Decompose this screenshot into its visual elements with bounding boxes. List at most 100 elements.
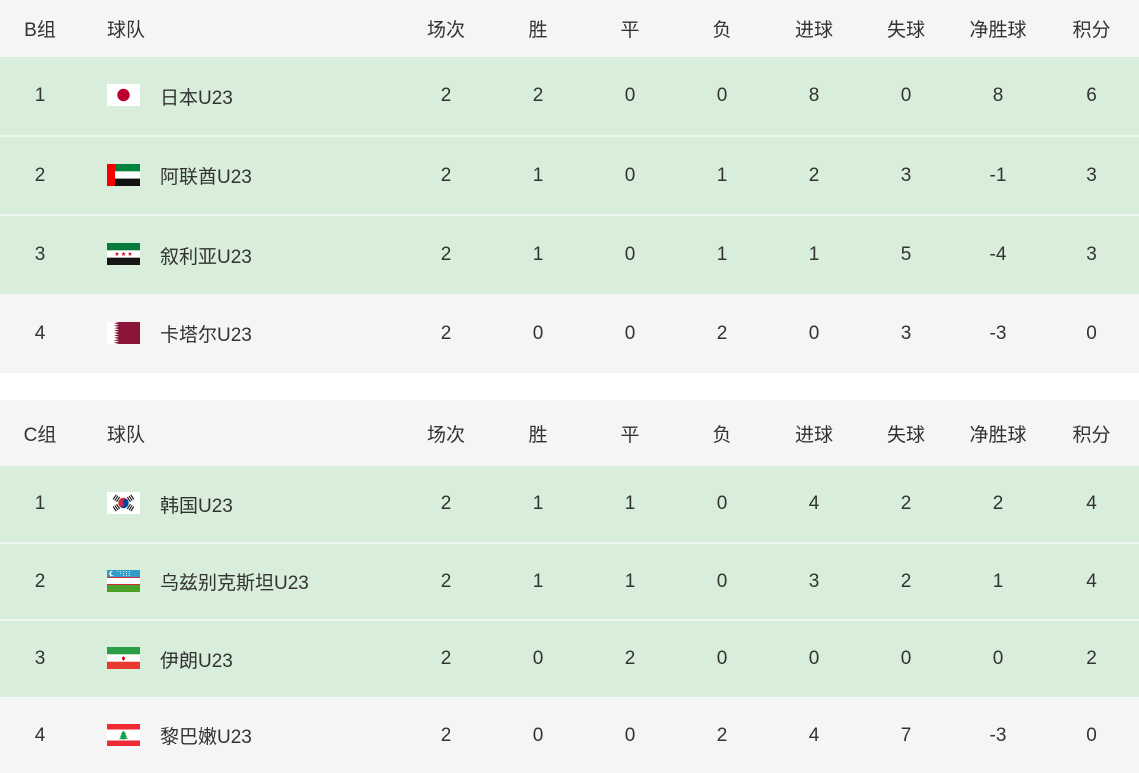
wins-cell: 1 — [492, 542, 584, 620]
goals-for-cell: 3 — [768, 542, 860, 620]
goal-diff-cell: -4 — [952, 214, 1044, 294]
table-row-lebanon: 4 黎巴嫩U23 2 0 0 2 4 7 -3 0 — [0, 697, 1139, 773]
group-c-standings-table: C组 球队 场次 胜 平 负 进球 失球 净胜球 积分 1 韩国U23 2 1 — [0, 400, 1139, 773]
group-c-header-row: C组 球队 场次 胜 平 负 进球 失球 净胜球 积分 — [0, 400, 1139, 466]
goals-for-cell: 4 — [808, 724, 820, 746]
team-cell: 韩国U23 — [80, 466, 400, 543]
rank-cell: 3 — [0, 214, 80, 294]
rank-cell: 1 — [34, 85, 46, 106]
column-header-goals-against: 失球 — [886, 424, 925, 446]
losses-cell: 0 — [676, 542, 768, 620]
wins-cell: 1 — [532, 493, 544, 514]
played-cell: 2 — [440, 724, 452, 746]
points-cell: 0 — [1086, 322, 1097, 344]
column-header-draws: 平 — [620, 424, 640, 446]
goal-diff-cell: -3 — [989, 322, 1007, 344]
rank-cell: 4 — [34, 322, 46, 344]
group-b-header-row: B组 球队 场次 胜 平 负 进球 失球 净胜球 积分 — [0, 0, 1139, 57]
table-row-syria: 3 叙利亚U23 2 1 0 1 1 5 -4 3 — [0, 214, 1139, 294]
table-row-japan: 1 日本U23 2 2 0 0 8 0 8 6 — [0, 57, 1139, 136]
goal-diff-cell: -1 — [952, 135, 1044, 215]
goal-diff-cell: 0 — [952, 619, 1044, 697]
syria-flag-icon — [107, 243, 140, 266]
japan-flag-icon — [107, 84, 140, 107]
played-cell: 2 — [400, 214, 492, 294]
draws-cell: 0 — [624, 85, 636, 106]
played-cell: 2 — [440, 493, 452, 514]
points-cell: 4 — [1044, 542, 1139, 620]
points-cell: 2 — [1044, 619, 1139, 697]
column-header-goal-diff: 净胜球 — [969, 424, 1027, 446]
played-cell: 2 — [400, 619, 492, 697]
goals-for-cell: 1 — [768, 214, 860, 294]
losses-cell: 0 — [676, 619, 768, 697]
played-cell: 2 — [400, 542, 492, 620]
goal-diff-cell: 1 — [952, 542, 1044, 620]
column-header-points: 积分 — [1072, 20, 1111, 41]
goals-against-cell: 2 — [900, 493, 912, 514]
group-c-label: C组 — [23, 424, 57, 446]
team-name: 韩国U23 — [160, 495, 233, 517]
team-cell: 乌兹别克斯坦U23 — [80, 542, 400, 620]
goals-against-cell: 0 — [900, 85, 912, 106]
played-cell: 2 — [440, 85, 452, 106]
goal-diff-cell: 2 — [992, 493, 1004, 514]
goals-for-cell: 2 — [768, 135, 860, 215]
played-cell: 2 — [400, 135, 492, 215]
rank-cell: 3 — [0, 619, 80, 697]
team-name: 伊朗U23 — [160, 650, 233, 672]
goal-diff-cell: 8 — [992, 85, 1004, 106]
wins-cell: 1 — [492, 214, 584, 294]
column-header-team: 球队 — [107, 20, 146, 41]
draws-cell: 0 — [584, 135, 676, 215]
goals-against-cell: 7 — [900, 724, 912, 746]
rank-cell: 1 — [34, 493, 46, 514]
losses-cell: 2 — [716, 724, 728, 746]
team-cell: 阿联酋U23 — [80, 135, 400, 215]
draws-cell: 2 — [584, 619, 676, 697]
column-header-goal-diff: 净胜球 — [969, 20, 1027, 41]
team-cell: 卡塔尔U23 — [80, 294, 400, 373]
lebanon-flag-icon — [107, 723, 140, 746]
losses-cell: 0 — [716, 493, 728, 514]
goals-for-cell: 0 — [768, 619, 860, 697]
column-header-losses: 负 — [712, 424, 732, 446]
draws-cell: 0 — [624, 724, 636, 746]
wins-cell: 0 — [532, 322, 544, 344]
wins-cell: 0 — [492, 619, 584, 697]
column-header-wins: 胜 — [528, 20, 548, 41]
draws-cell: 1 — [584, 542, 676, 620]
draws-cell: 0 — [624, 322, 636, 344]
wins-cell: 1 — [492, 135, 584, 215]
table-row-qatar: 4 卡塔尔U23 2 0 0 2 0 3 -3 0 — [0, 294, 1139, 373]
played-cell: 2 — [440, 322, 452, 344]
team-name: 黎巴嫩U23 — [160, 727, 252, 748]
column-header-losses: 负 — [712, 20, 732, 41]
column-header-goals-for: 进球 — [794, 424, 833, 446]
goals-against-cell: 3 — [860, 135, 952, 215]
points-cell: 6 — [1086, 85, 1097, 106]
goals-for-cell: 0 — [808, 322, 820, 344]
team-cell: 黎巴嫩U23 — [80, 697, 400, 773]
south-korea-flag-icon — [107, 492, 140, 515]
points-cell: 3 — [1044, 135, 1139, 215]
points-cell: 0 — [1086, 724, 1097, 746]
losses-cell: 1 — [676, 135, 768, 215]
losses-cell: 0 — [716, 85, 728, 106]
goals-against-cell: 2 — [860, 542, 952, 620]
iran-flag-icon — [107, 647, 140, 670]
column-header-team: 球队 — [107, 424, 146, 446]
team-cell: 日本U23 — [80, 57, 400, 136]
group-b-standings-table: B组 球队 场次 胜 平 负 进球 失球 净胜球 积分 1 日本U23 2 2 — [0, 0, 1139, 373]
points-cell: 4 — [1086, 493, 1097, 514]
team-name: 乌兹别克斯坦U23 — [160, 573, 309, 594]
team-name: 叙利亚U23 — [160, 246, 252, 268]
team-name: 卡塔尔U23 — [160, 325, 252, 346]
column-header-wins: 胜 — [528, 424, 548, 446]
points-cell: 3 — [1044, 214, 1139, 294]
column-header-goals-against: 失球 — [886, 20, 925, 41]
table-row-iran: 3 伊朗U23 2 0 2 0 0 0 0 2 — [0, 619, 1139, 697]
draws-cell: 0 — [584, 214, 676, 294]
uae-flag-icon — [107, 163, 140, 186]
team-cell: 伊朗U23 — [80, 619, 400, 697]
